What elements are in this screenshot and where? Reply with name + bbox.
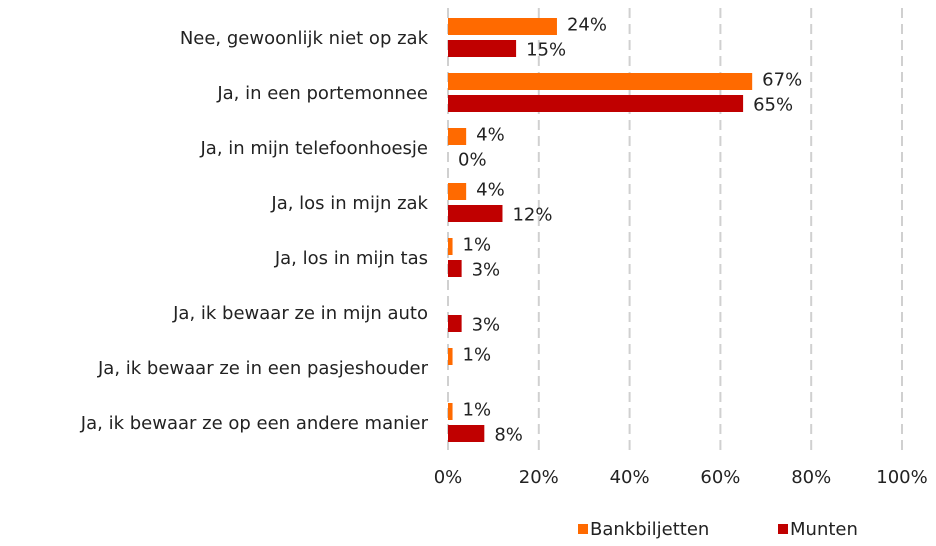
x-tick-label: 20% xyxy=(519,467,559,488)
value-label: 3% xyxy=(472,260,501,281)
bar xyxy=(448,40,517,57)
value-label: 65% xyxy=(753,95,793,116)
bar xyxy=(448,128,467,145)
value-label: 8% xyxy=(494,425,523,446)
legend-label: Munten xyxy=(790,519,858,540)
bar xyxy=(448,95,744,112)
category-label: Ja, los in mijn zak xyxy=(270,193,428,214)
value-label: 24% xyxy=(567,15,607,36)
bar xyxy=(448,425,485,442)
value-label: 15% xyxy=(526,40,566,61)
bar xyxy=(448,348,453,365)
category-label: Ja, ik bewaar ze in een pasjeshouder xyxy=(97,358,429,379)
bar xyxy=(448,205,503,222)
category-label: Ja, los in mijn tas xyxy=(274,248,428,269)
value-label: 12% xyxy=(512,205,552,226)
bar xyxy=(448,238,453,255)
bar xyxy=(448,183,467,200)
legend-swatch xyxy=(578,524,588,534)
value-label: 0% xyxy=(458,150,487,171)
bar xyxy=(448,315,462,332)
value-label: 1% xyxy=(463,345,492,366)
value-label: 3% xyxy=(472,315,501,336)
value-label: 1% xyxy=(463,400,492,421)
x-tick-label: 0% xyxy=(434,467,463,488)
bar xyxy=(448,403,453,420)
x-tick-label: 40% xyxy=(610,467,650,488)
value-label: 67% xyxy=(762,70,802,91)
value-label: 4% xyxy=(476,180,505,201)
category-label: Ja, ik bewaar ze op een andere manier xyxy=(80,413,429,434)
value-label: 4% xyxy=(476,125,505,146)
category-label: Ja, ik bewaar ze in mijn auto xyxy=(172,303,428,324)
value-label: 1% xyxy=(463,235,492,256)
x-tick-label: 80% xyxy=(791,467,831,488)
category-label: Nee, gewoonlijk niet op zak xyxy=(180,28,429,49)
bar xyxy=(448,260,462,277)
legend-label: Bankbiljetten xyxy=(590,519,709,540)
category-label: Ja, in mijn telefoonhoesje xyxy=(199,138,428,159)
x-tick-label: 60% xyxy=(700,467,740,488)
category-label: Ja, in een portemonnee xyxy=(216,83,428,104)
x-tick-label: 100% xyxy=(876,467,927,488)
bar xyxy=(448,18,557,35)
legend-swatch xyxy=(778,524,788,534)
bar xyxy=(448,73,753,90)
